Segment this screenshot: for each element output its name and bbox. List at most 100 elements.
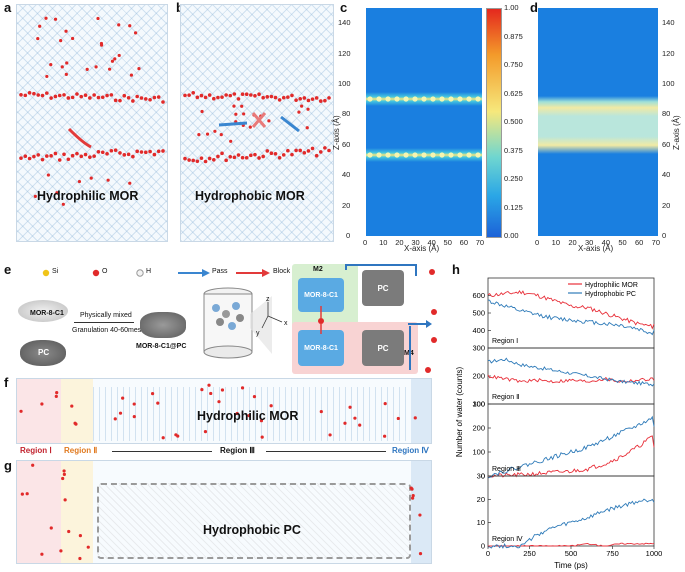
water-molecule [128, 24, 132, 28]
panel-c-xtick: 50 [443, 238, 452, 247]
water-molecule [46, 173, 50, 177]
region4-band-f [411, 379, 431, 443]
pc-powder-icon [20, 340, 66, 366]
water-molecule [323, 98, 327, 103]
y-tick-label: 400 [472, 326, 485, 335]
water-molecule [257, 156, 261, 160]
water-molecule [232, 104, 236, 108]
legend-o: O [102, 268, 108, 275]
subplot-region-label: Region Ⅱ [492, 394, 520, 401]
water-molecule [31, 463, 35, 467]
y-tick-label: 200 [472, 372, 485, 381]
water-molecule [205, 132, 210, 136]
water-molecule [213, 129, 217, 133]
water-molecule [109, 148, 114, 153]
panel-d-ytick: 100 [662, 79, 675, 88]
panel-d-xtick: 20 [568, 238, 577, 247]
water-molecule [220, 95, 224, 99]
water-molecule [40, 402, 44, 406]
water-molecule [61, 476, 65, 481]
water-molecule [294, 98, 298, 102]
water-molecule [253, 93, 257, 98]
water-molecule [302, 151, 307, 155]
series-line-hydrophilic [487, 290, 655, 330]
panel-c-xtick: 0 [363, 238, 368, 247]
water-molecule [199, 156, 204, 160]
water-molecule [228, 154, 233, 159]
water-molecule [77, 179, 82, 184]
density-peak [448, 96, 454, 102]
water-molecule [66, 96, 71, 100]
water-molecule [249, 153, 253, 158]
panel-f-title: Hydrophilic MOR [197, 409, 299, 423]
water-molecule [327, 148, 331, 153]
density-peak [412, 96, 418, 102]
colorbar-tick: 0.500 [504, 117, 523, 126]
water-molecule [53, 151, 58, 156]
water-molecule [220, 151, 224, 156]
series-line-hydrophobic [487, 415, 655, 479]
water-molecule [244, 92, 249, 97]
series-line-hydrophilic [487, 435, 655, 479]
water-molecule [23, 93, 28, 98]
water-molecule [286, 148, 290, 153]
water-molecule [348, 405, 352, 409]
mor-powder-label: MOR-8-C1 [30, 310, 64, 317]
colorbar-tick: 0.625 [504, 88, 523, 98]
density-peak [376, 96, 382, 102]
water-molecule [232, 155, 237, 160]
column-cylinder [203, 287, 283, 359]
water-molecule [306, 107, 310, 111]
x-tick-label: 0 [486, 549, 490, 558]
water-molecule [319, 409, 323, 414]
m2-label: M2 [313, 266, 323, 273]
water-molecule [143, 150, 148, 155]
panel-d-ylabel: Z-axis (Å) [672, 115, 681, 150]
legend-entry: Hydrophilic MOR [585, 282, 638, 289]
water-molecule [203, 95, 208, 100]
water-molecule [281, 95, 286, 100]
panel-c-ytick: 0 [346, 231, 351, 240]
density-peak [394, 96, 400, 102]
panel-d-ytick: 40 [662, 170, 671, 180]
composite-label: MOR-8-C1@PC [136, 343, 187, 350]
water-molecule [113, 57, 117, 61]
panel-c-xtick: 60 [459, 238, 468, 247]
y-tick-label: 0 [481, 472, 485, 481]
water-molecule [128, 181, 132, 185]
axis-z-label: z [266, 296, 270, 303]
panel-d-ytick: 0 [662, 231, 667, 240]
water-molecule [67, 529, 71, 534]
subplot-4: 0 10 20 30 Region Ⅳ [477, 472, 655, 551]
water-molecule [92, 93, 96, 97]
water-molecule [148, 149, 152, 154]
water-molecule [261, 95, 265, 100]
water-molecule [199, 93, 204, 98]
water-molecule [261, 154, 265, 159]
water-molecule [83, 93, 88, 98]
panel-d-xtick: 60 [635, 238, 644, 247]
density-peak [367, 96, 373, 102]
water-molecule [212, 96, 216, 101]
water-molecule [156, 95, 161, 99]
panel-a-title: Hydrophilic MOR [37, 189, 139, 203]
water-molecule [70, 404, 74, 408]
o-atom-icon [92, 269, 100, 277]
water-molecule [161, 436, 165, 440]
water-molecule [269, 404, 273, 408]
water-molecule [253, 152, 257, 157]
water-molecule [92, 154, 96, 158]
water-molecule [183, 93, 187, 98]
water-molecule [45, 74, 49, 79]
density-peak [376, 152, 382, 158]
mix-step-label: Physically mixed [80, 312, 132, 319]
water-molecule [234, 112, 238, 116]
water-molecule [96, 95, 101, 100]
water-molecule [139, 150, 144, 154]
water-molecule [314, 96, 319, 100]
block-arrow [67, 127, 92, 149]
density-peak [430, 96, 436, 102]
panel-c-ytick: 60 [342, 139, 351, 149]
water-molecule [240, 92, 245, 97]
panel-d-ytick: 60 [662, 139, 671, 149]
